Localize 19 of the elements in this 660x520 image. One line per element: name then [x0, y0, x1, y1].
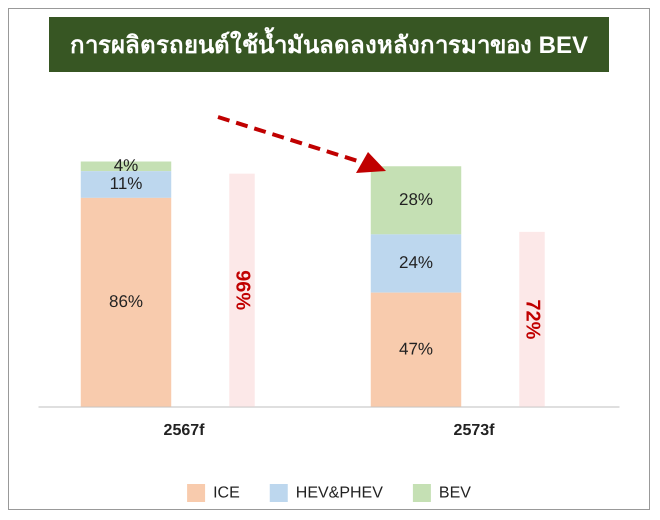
data-label: 72%	[521, 299, 544, 340]
data-label: 86%	[108, 292, 144, 312]
x-tick-label: 2573f	[454, 422, 496, 439]
legend-label: BEV	[438, 484, 472, 502]
chart-title: การผลิตรถยนต์ใช้น้ำมันลดลงหลังการมาของ BEV	[49, 17, 609, 72]
data-label: 96%	[231, 270, 254, 310]
bar	[80, 198, 172, 407]
x-tick-label: 2567f	[164, 422, 206, 439]
data-label: 28%	[398, 190, 434, 209]
bar	[370, 292, 462, 407]
data-label: 4%	[114, 156, 138, 175]
bar	[370, 166, 462, 234]
data-label: 24%	[398, 253, 434, 272]
legend-label: ICE	[213, 484, 240, 502]
data-label: 47%	[398, 339, 434, 358]
data-label: 11%	[110, 174, 142, 194]
bar	[370, 234, 462, 293]
bar	[80, 171, 172, 198]
legend-label: HEV&PHEV	[296, 484, 384, 502]
